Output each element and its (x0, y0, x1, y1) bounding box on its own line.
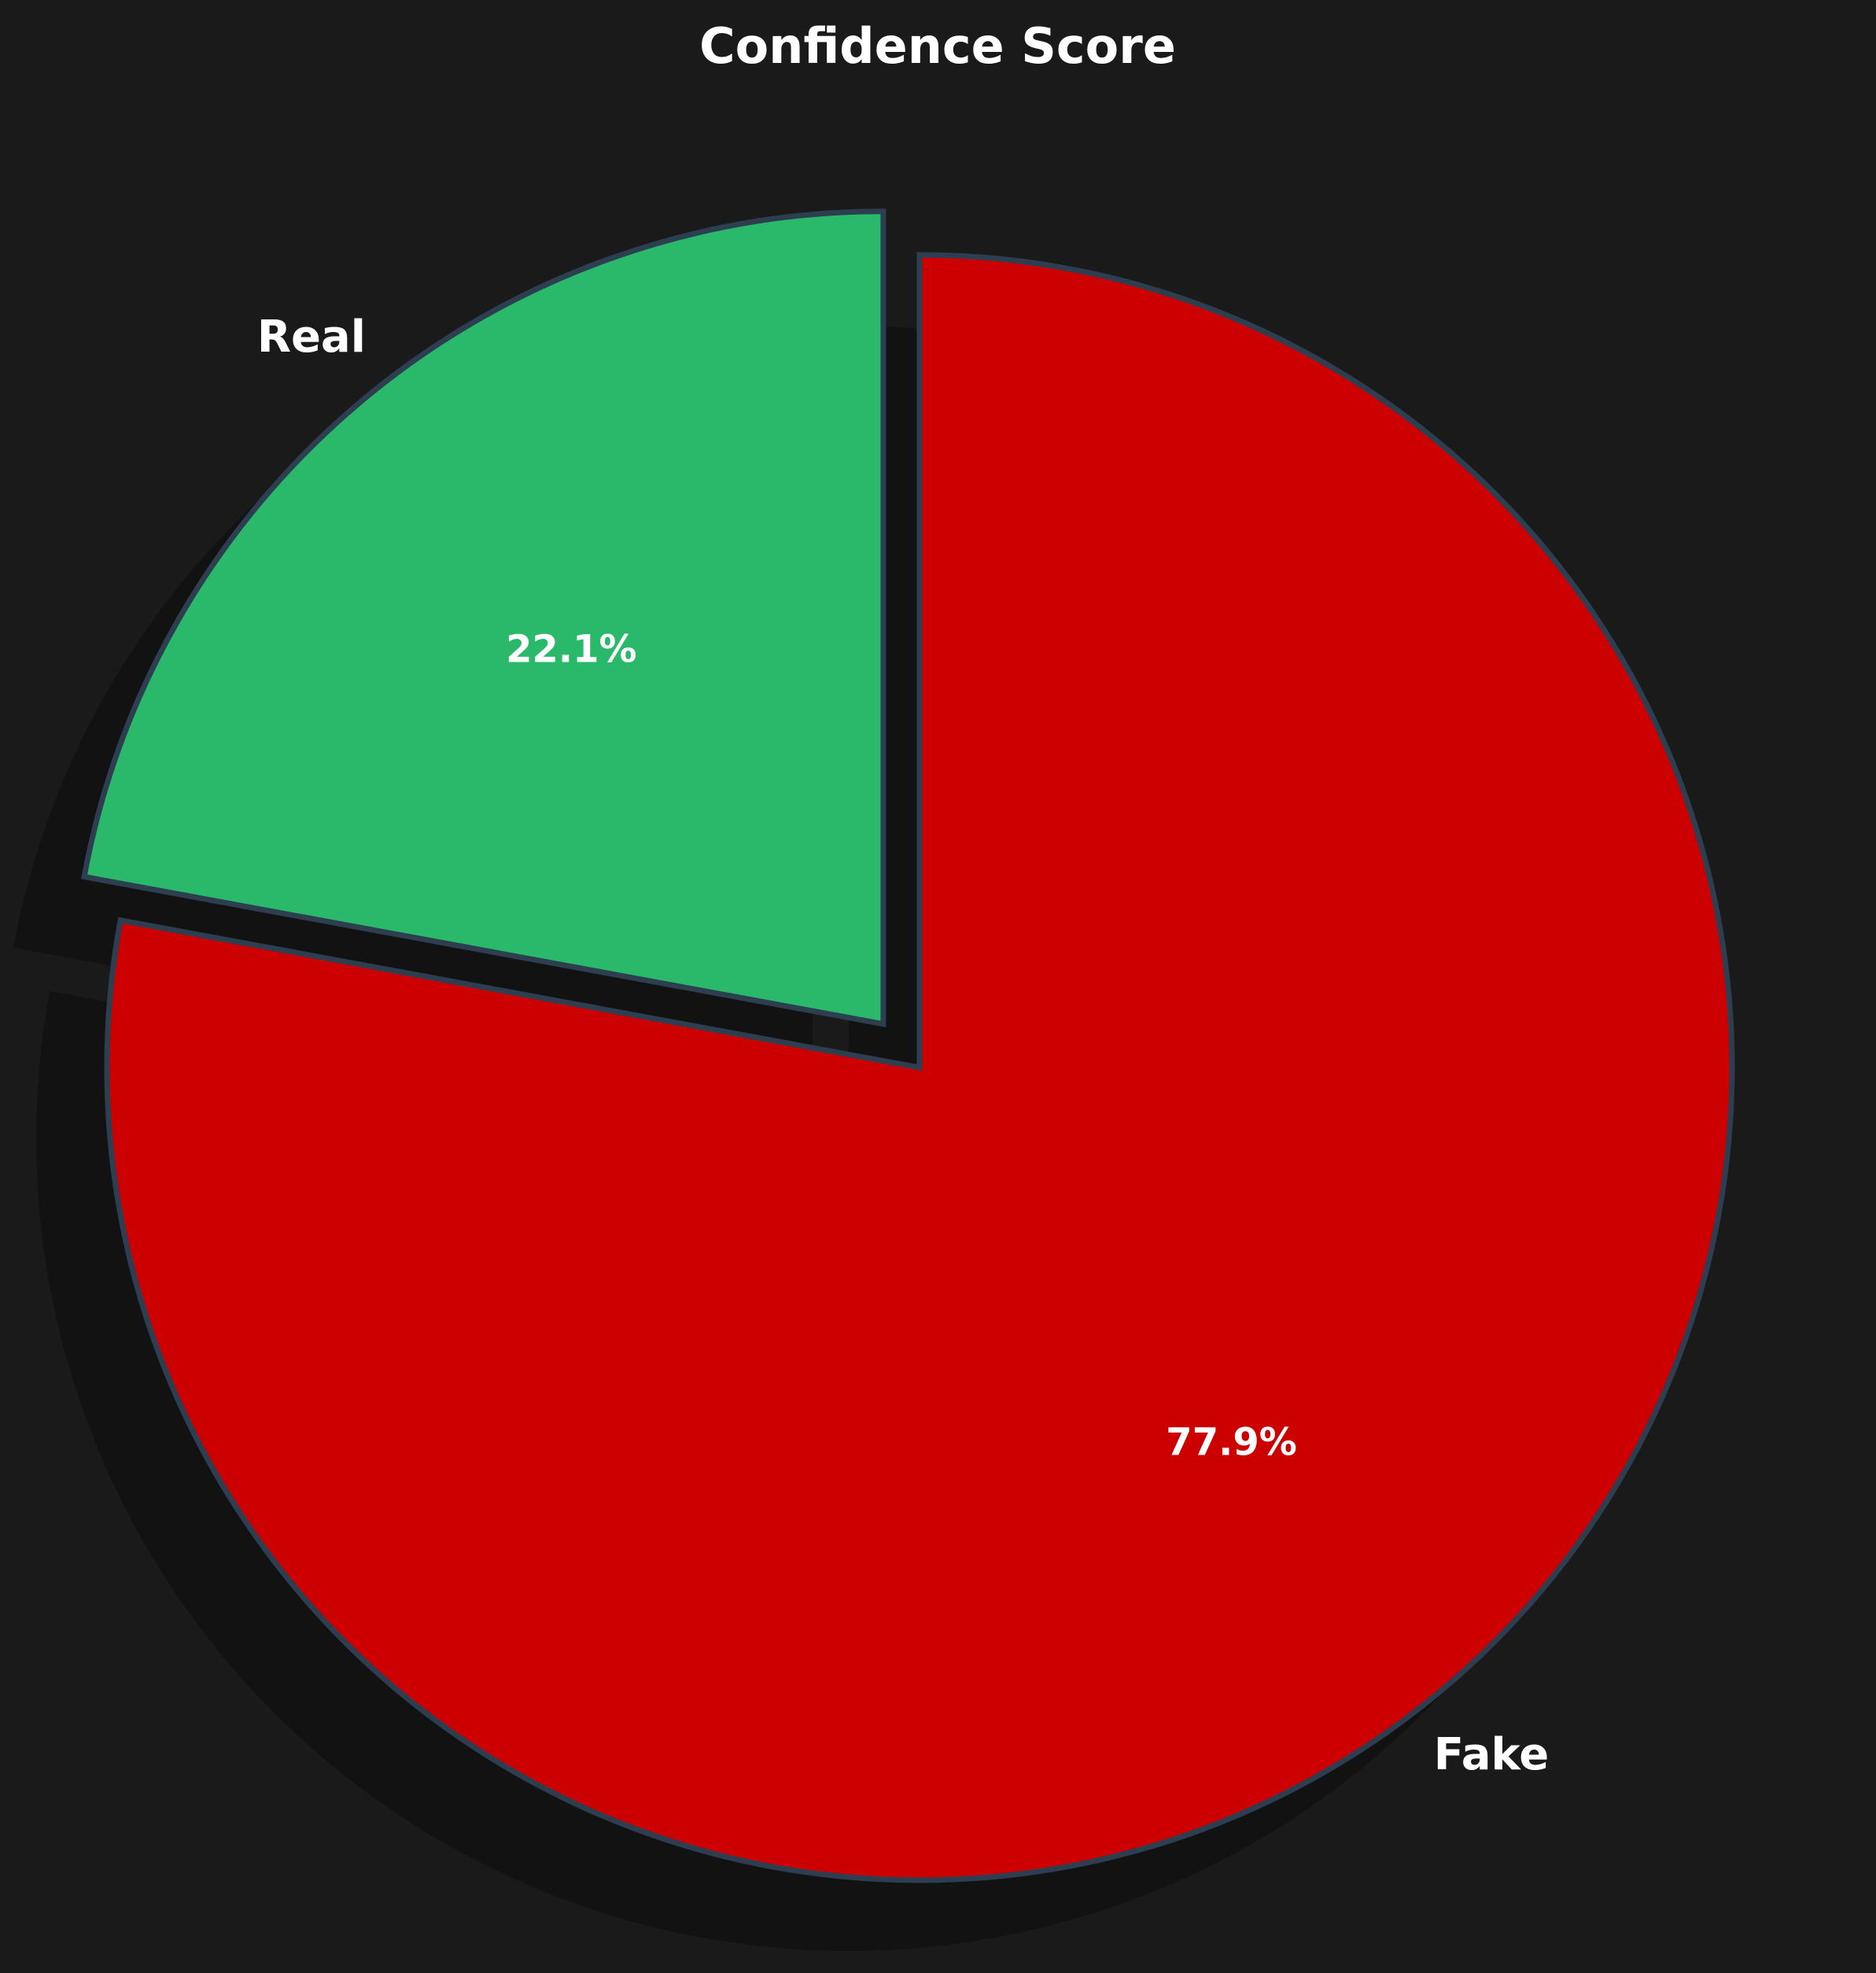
slice-label-real: Real (257, 312, 366, 363)
pie-slice-fake (104, 252, 1735, 1883)
slice-value-fake: 77.9% (1166, 1420, 1297, 1464)
chart-title: Confidence Score (699, 17, 1176, 75)
pie-slices (80, 208, 1735, 1883)
pie-slice-real (80, 208, 886, 1027)
slice-label-fake: Fake (1434, 1729, 1549, 1780)
pie-labels: Fake 77.9% Real 22.1% (257, 312, 1549, 1780)
slice-value-real: 22.1% (506, 627, 637, 671)
